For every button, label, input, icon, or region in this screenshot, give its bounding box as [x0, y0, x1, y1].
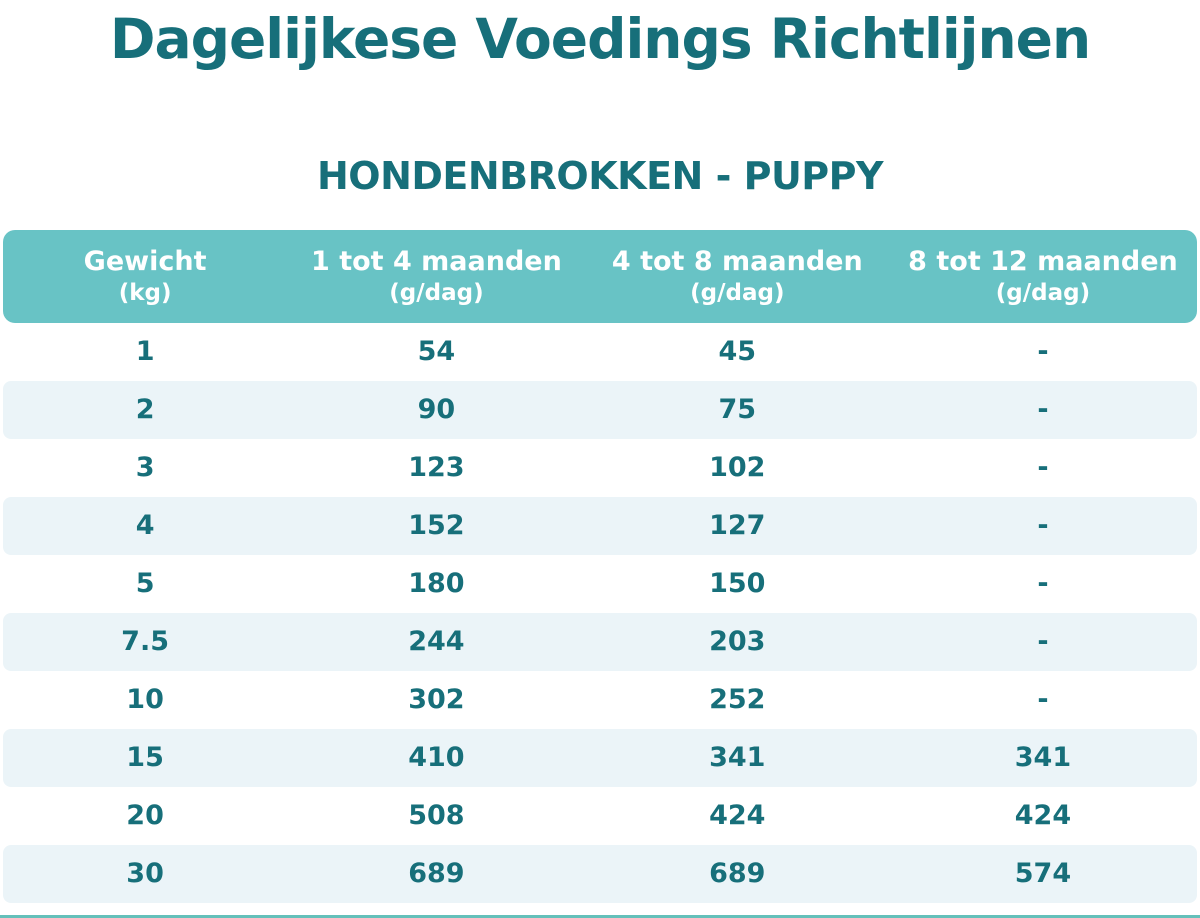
column-unit: (g/dag): [690, 279, 785, 306]
column-label: 1 tot 4 maanden: [311, 245, 562, 277]
table-row: 7.5 244 203 -: [3, 612, 1197, 671]
cell-gewicht: 1: [135, 336, 155, 368]
cell-4-tot-8-maanden: 203: [709, 626, 766, 658]
cell-gewicht: 3: [135, 452, 155, 484]
table-row: 3 123 102 -: [3, 439, 1197, 497]
table-row: 15 410 341 341: [3, 728, 1197, 787]
cell-8-tot-12-maanden: -: [1037, 394, 1049, 426]
column-label: 8 tot 12 maanden: [908, 245, 1178, 277]
cell-4-tot-8-maanden: 102: [709, 452, 766, 484]
table-row: 5 180 150 -: [3, 555, 1197, 613]
table-row: 4 152 127 -: [3, 496, 1197, 555]
cell-gewicht: 7.5: [121, 626, 169, 658]
cell-1-tot-4-maanden: 244: [408, 626, 465, 658]
cell-gewicht: 4: [135, 510, 155, 542]
table-body: 1 54 45 - 2 90 75 - 3 123 102 - 4 152 12…: [0, 323, 1200, 903]
cell-4-tot-8-maanden: 689: [709, 858, 766, 890]
cell-gewicht: 10: [126, 684, 164, 716]
column-unit: (g/dag): [995, 279, 1091, 306]
column-header-8-tot-12-maanden: 8 tot 12 maanden (g/dag): [889, 248, 1197, 305]
cell-4-tot-8-maanden: 45: [718, 336, 757, 368]
cell-8-tot-12-maanden: -: [1037, 626, 1049, 658]
cell-1-tot-4-maanden: 508: [408, 800, 465, 832]
cell-1-tot-4-maanden: 54: [417, 336, 456, 368]
column-header-gewicht: Gewicht (kg): [3, 248, 287, 305]
cell-8-tot-12-maanden: -: [1037, 452, 1049, 484]
column-header-4-tot-8-maanden: 4 tot 8 maanden (g/dag): [586, 248, 889, 305]
cell-gewicht: 20: [126, 800, 164, 832]
cell-8-tot-12-maanden: 341: [1014, 742, 1072, 774]
cell-1-tot-4-maanden: 180: [408, 568, 465, 600]
column-unit: (kg): [118, 279, 172, 306]
cell-gewicht: 5: [135, 568, 155, 600]
cell-1-tot-4-maanden: 123: [408, 452, 465, 484]
cell-8-tot-12-maanden: -: [1037, 336, 1049, 368]
table-header-row: Gewicht (kg) 1 tot 4 maanden (g/dag) 4 t…: [3, 229, 1197, 323]
column-header-1-tot-4-maanden: 1 tot 4 maanden (g/dag): [287, 248, 586, 305]
cell-8-tot-12-maanden: -: [1037, 510, 1049, 542]
cell-1-tot-4-maanden: 152: [408, 510, 465, 542]
cell-1-tot-4-maanden: 410: [408, 742, 465, 774]
cell-4-tot-8-maanden: 424: [709, 800, 766, 832]
cell-8-tot-12-maanden: -: [1037, 568, 1049, 600]
table-row: 2 90 75 -: [3, 380, 1197, 439]
cell-1-tot-4-maanden: 689: [408, 858, 465, 890]
cell-1-tot-4-maanden: 302: [408, 684, 465, 716]
page-title: Dagelijkese Voedings Richtlijnen: [109, 7, 1091, 71]
table-row: 10 302 252 -: [3, 671, 1197, 729]
table-row: 30 689 689 574: [3, 844, 1197, 903]
table-row: 1 54 45 -: [3, 323, 1197, 381]
cell-1-tot-4-maanden: 90: [417, 394, 456, 426]
column-unit: (g/dag): [389, 279, 484, 306]
cell-4-tot-8-maanden: 150: [709, 568, 766, 600]
column-label: Gewicht: [83, 245, 207, 277]
cell-8-tot-12-maanden: 424: [1014, 800, 1072, 832]
cell-8-tot-12-maanden: -: [1037, 684, 1049, 716]
cell-gewicht: 15: [126, 742, 164, 774]
table-row: 20 508 424 424: [3, 787, 1197, 845]
cell-4-tot-8-maanden: 75: [718, 394, 757, 426]
cell-gewicht: 2: [135, 394, 155, 426]
bottom-divider: [0, 915, 1200, 918]
cell-gewicht: 30: [126, 858, 164, 890]
cell-4-tot-8-maanden: 127: [709, 510, 766, 542]
feeding-guideline-table: Gewicht (kg) 1 tot 4 maanden (g/dag) 4 t…: [0, 229, 1200, 903]
cell-4-tot-8-maanden: 252: [709, 684, 766, 716]
page-subtitle: HONDENBROKKEN - PUPPY: [316, 154, 884, 198]
cell-4-tot-8-maanden: 341: [709, 742, 766, 774]
column-label: 4 tot 8 maanden: [611, 245, 863, 277]
cell-8-tot-12-maanden: 574: [1014, 858, 1072, 890]
